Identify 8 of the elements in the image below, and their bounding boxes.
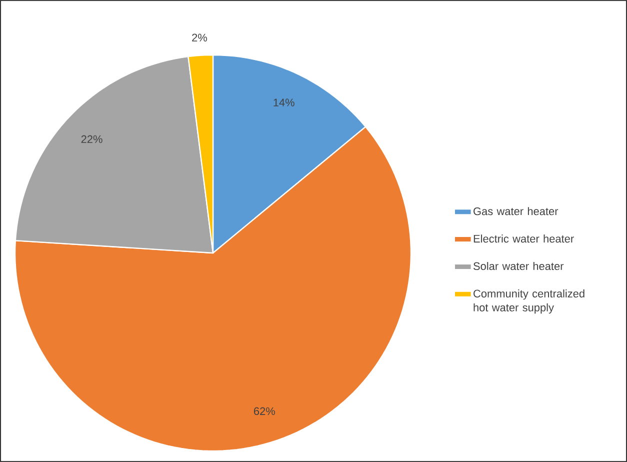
legend-label: Solar water heater [474, 262, 564, 270]
data-label: 62% [254, 407, 275, 416]
legend-label: Electric water heater [474, 234, 574, 243]
data-label: 2% [192, 34, 207, 42]
legend-label: Community centralized hot water supply [474, 289, 584, 314]
legend-label: Gas water heater [474, 207, 558, 216]
data-label: 14% [274, 98, 294, 106]
data-label: 22% [81, 135, 102, 143]
